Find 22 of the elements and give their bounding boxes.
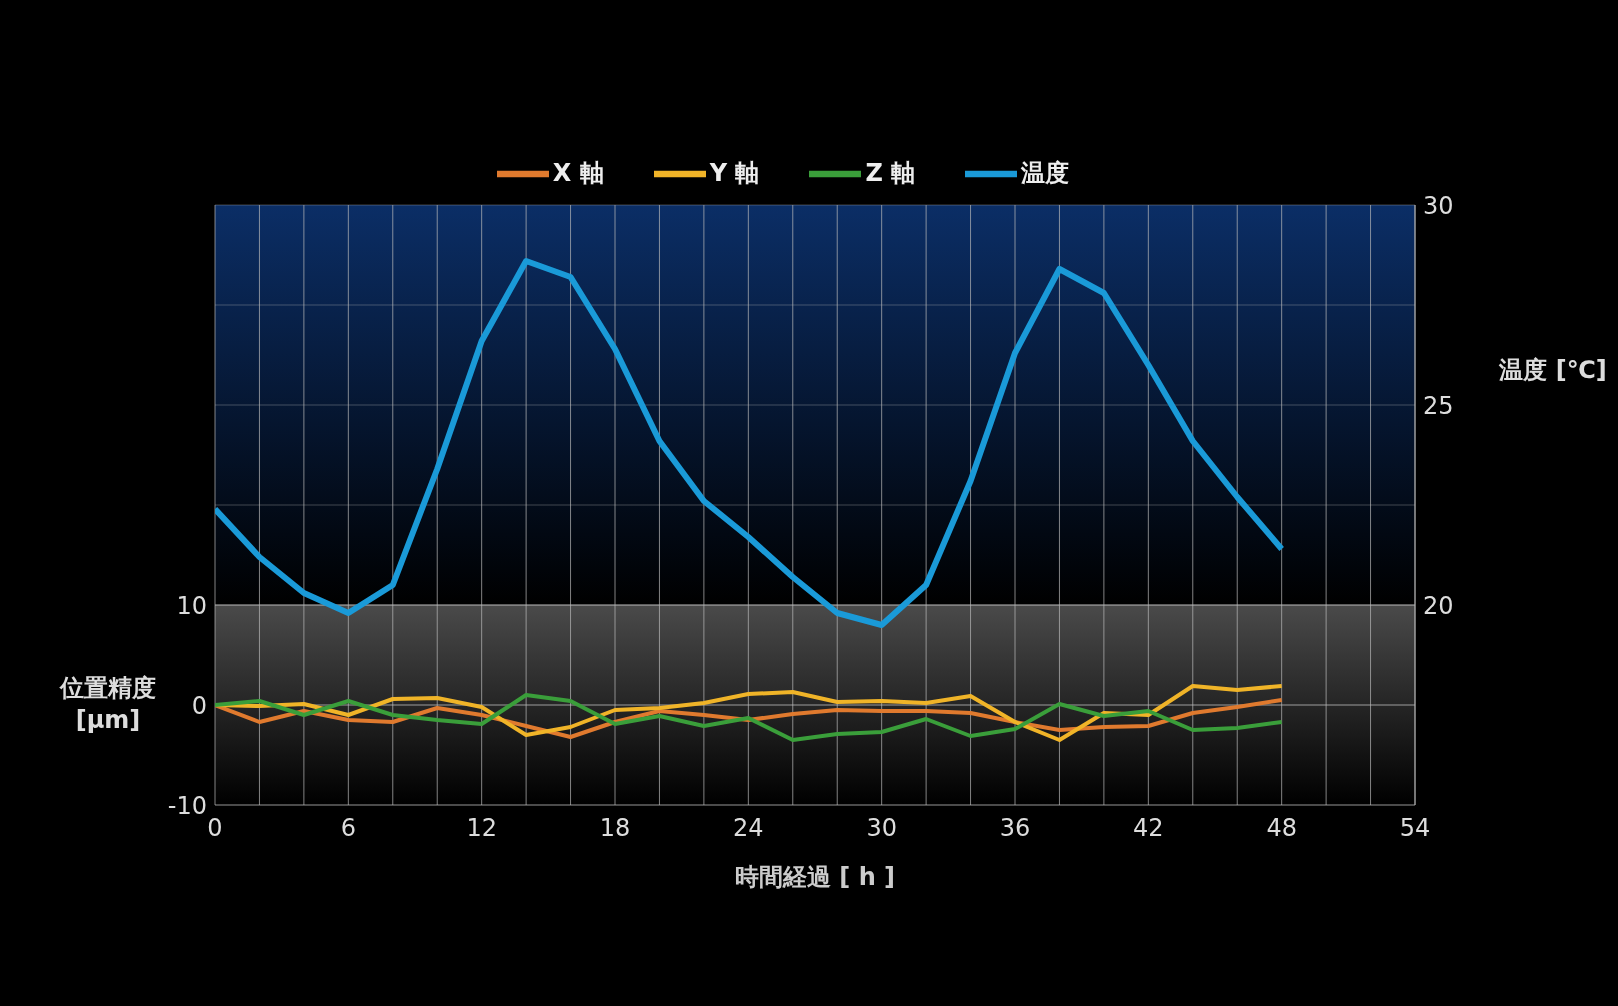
y2-tick-label: 25 bbox=[1423, 391, 1454, 420]
legend-label: X 軸 bbox=[552, 159, 604, 187]
y-tick-label: 10 bbox=[176, 591, 207, 620]
x-tick-label: 48 bbox=[1266, 814, 1297, 843]
y2-tick-label: 30 bbox=[1423, 191, 1454, 220]
x-tick-label: 36 bbox=[999, 814, 1031, 843]
y2-tick-label: 20 bbox=[1423, 591, 1454, 620]
x-tick-label: 12 bbox=[466, 814, 497, 843]
x-tick-label: 54 bbox=[1399, 814, 1431, 843]
legend-label: 温度 bbox=[1021, 159, 1070, 187]
y-tick-label: 0 bbox=[191, 691, 207, 720]
legend-label: Y 軸 bbox=[709, 159, 760, 187]
legend-label: Z 軸 bbox=[865, 159, 916, 187]
y2-axis-title: 温度 [℃] bbox=[1498, 356, 1607, 385]
x-tick-label: 18 bbox=[599, 814, 631, 843]
x-tick-label: 6 bbox=[340, 814, 356, 843]
y-axis-title: 位置精度 [μm] bbox=[59, 674, 156, 735]
x-tick-label: 42 bbox=[1133, 814, 1164, 843]
x-tick-label: 30 bbox=[866, 814, 897, 843]
x-axis-title: 時間経過 [ h ] bbox=[734, 863, 896, 891]
y-tick-label: -10 bbox=[167, 791, 207, 820]
x-tick-label: 24 bbox=[733, 814, 764, 843]
